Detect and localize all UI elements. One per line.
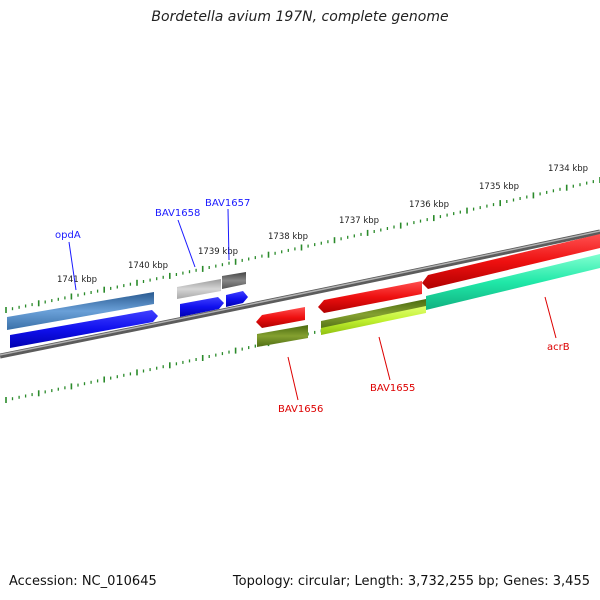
leader-BAV1658 (177, 219, 196, 268)
scale-label-1737: 1737 kbp (339, 216, 379, 226)
scale-label-1738: 1738 kbp (268, 232, 308, 242)
gene-BAV1655-red[interactable] (318, 281, 422, 313)
scale-label-1734: 1734 kbp (548, 164, 588, 174)
gene-BAV1658[interactable] (177, 279, 221, 299)
scale-label-1739: 1739 kbp (198, 247, 238, 257)
outer-tick-track (5, 177, 600, 313)
leader-BAV1657 (227, 208, 230, 261)
genome-backbone (0, 229, 600, 359)
map-title: Bordetella avium 197N, complete genome (151, 9, 449, 25)
gene-opdA-blue[interactable] (10, 310, 158, 348)
gene-BAV1657[interactable] (222, 272, 246, 289)
leader-opdA (68, 241, 77, 291)
label-BAV1656[interactable]: BAV1656 (278, 404, 323, 415)
label-BAV1655[interactable]: BAV1655 (370, 383, 415, 394)
label-BAV1657[interactable]: BAV1657 (205, 198, 250, 209)
label-acrB[interactable]: acrB (547, 342, 570, 353)
scale-label-1741: 1741 kbp (57, 275, 97, 285)
gene-BAV1656[interactable] (257, 325, 308, 347)
scale-label-1736: 1736 kbp (409, 200, 449, 210)
leader-BAV1655 (378, 336, 391, 381)
label-opdA[interactable]: opdA (55, 230, 81, 241)
gene-BAV1655-lime[interactable] (321, 306, 426, 335)
scale-label-1740: 1740 kbp (128, 261, 168, 271)
gene-BAV1658-blue[interactable] (180, 297, 224, 317)
leader-acrB (544, 296, 557, 339)
gene-opdA[interactable] (7, 292, 154, 330)
gene-BAV1655[interactable] (321, 299, 426, 330)
leader-BAV1656 (287, 356, 299, 401)
gene-acrB-red[interactable] (422, 234, 600, 289)
gene-BAV1657-blue[interactable] (226, 291, 248, 307)
topology-label: Topology: circular; Length: 3,732,255 bp… (232, 574, 590, 589)
gene-acrB[interactable] (426, 254, 600, 310)
genome-backbone-highlight (0, 230, 600, 356)
label-BAV1658[interactable]: BAV1658 (155, 208, 200, 219)
accession-label: Accession: NC_010645 (9, 574, 157, 589)
scale-label-1735: 1735 kbp (479, 182, 519, 192)
gene-BAV1656-red[interactable] (256, 307, 305, 328)
